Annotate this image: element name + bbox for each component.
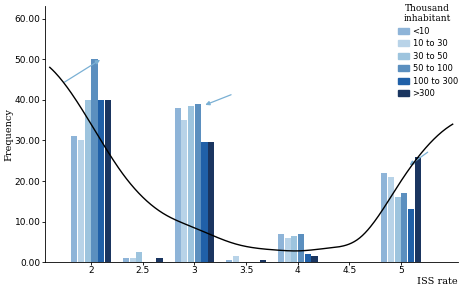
Bar	[195, 104, 201, 262]
Bar	[415, 157, 421, 262]
Bar	[285, 238, 291, 262]
Bar	[78, 140, 84, 262]
Bar	[381, 173, 387, 262]
Bar	[298, 234, 304, 262]
Bar	[98, 100, 104, 262]
Bar	[157, 258, 163, 262]
Bar	[91, 59, 97, 262]
Bar	[201, 142, 207, 262]
Bar	[233, 256, 239, 262]
Legend: <10, 10 to 30, 30 to 50, 50 to 100, 100 to 300, >300: <10, 10 to 30, 30 to 50, 50 to 100, 100 …	[398, 4, 458, 98]
Bar	[291, 236, 298, 262]
Bar	[208, 142, 214, 262]
X-axis label: ISS rate: ISS rate	[417, 277, 458, 286]
Bar	[188, 106, 194, 262]
Bar	[226, 260, 232, 262]
Bar	[311, 256, 317, 262]
Bar	[136, 252, 142, 262]
Bar	[395, 197, 401, 262]
Bar	[260, 260, 266, 262]
Bar	[85, 100, 91, 262]
Bar	[278, 234, 284, 262]
Bar	[71, 136, 78, 262]
Bar	[181, 120, 188, 262]
Bar	[388, 177, 394, 262]
Bar	[105, 100, 111, 262]
Bar	[401, 193, 407, 262]
Bar	[408, 209, 414, 262]
Bar	[175, 108, 181, 262]
Y-axis label: Frequency: Frequency	[4, 108, 13, 161]
Bar	[304, 254, 311, 262]
Bar	[123, 258, 129, 262]
Bar	[129, 258, 136, 262]
